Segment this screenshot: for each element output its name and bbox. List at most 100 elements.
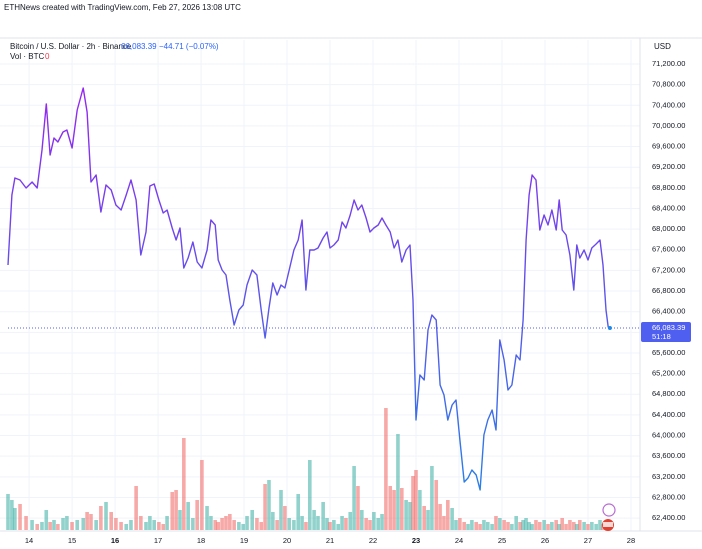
volume-bar — [575, 524, 579, 530]
volume-bar — [232, 520, 236, 530]
y-tick-label: 68,400.00 — [652, 203, 685, 212]
y-tick-label: 68,000.00 — [652, 224, 685, 233]
volume-bar — [454, 520, 458, 530]
volume-bar — [426, 510, 430, 530]
volume-bar — [530, 524, 534, 530]
volume-bar — [360, 510, 364, 530]
y-tick-label: 62,800.00 — [652, 492, 685, 501]
x-tick-label: 25 — [498, 536, 506, 545]
volume-bar — [564, 524, 568, 530]
volume-bar — [518, 522, 522, 530]
volume-bar — [404, 500, 408, 530]
volume-bar — [396, 434, 400, 530]
volume-bar — [340, 516, 344, 530]
volume-bar — [430, 466, 434, 530]
volume-bar — [557, 524, 561, 530]
volume-bar — [418, 490, 422, 530]
volume-bar — [462, 522, 466, 530]
y-tick-label: 62,400.00 — [652, 513, 685, 522]
icon — [602, 503, 616, 517]
volume-bar — [195, 500, 199, 530]
volume-bar — [161, 524, 166, 530]
volume-bar — [408, 502, 412, 530]
volume-bar — [259, 522, 264, 530]
x-tick-label: 22 — [369, 536, 377, 545]
volume-bar — [502, 520, 506, 530]
price-pane — [7, 87, 640, 491]
volume-bar — [524, 518, 528, 530]
x-tick-label: 18 — [197, 536, 205, 545]
y-tick-label: 63,200.00 — [652, 472, 685, 481]
x-tick-label: 26 — [541, 536, 549, 545]
volume-bar — [228, 514, 232, 530]
volume-bar — [245, 516, 249, 530]
volume-bar — [30, 520, 34, 530]
volume-bar — [205, 506, 209, 530]
volume-bar — [450, 508, 454, 530]
y-tick-label: 66,400.00 — [652, 307, 685, 316]
volume-bar — [148, 516, 152, 530]
volume-bar — [144, 522, 148, 530]
volume-bar — [75, 520, 80, 530]
volume-bar — [209, 516, 213, 530]
volume-bar — [255, 518, 259, 530]
volume-bar — [554, 520, 558, 530]
x-tick-label: 23 — [412, 536, 420, 545]
volume-bar — [312, 510, 316, 530]
volume-bar — [283, 506, 287, 530]
volume-bar — [384, 408, 388, 530]
volume-bar — [157, 522, 161, 530]
y-tick-label: 63,600.00 — [652, 451, 685, 460]
volume-bar — [237, 522, 241, 530]
volume-bar — [65, 516, 69, 530]
volume-bar — [470, 520, 474, 530]
y-tick-label: 65,600.00 — [652, 348, 685, 357]
y-tick-label: 70,800.00 — [652, 80, 685, 89]
grid — [0, 40, 640, 531]
y-tick-label: 64,800.00 — [652, 389, 685, 398]
volume-bar — [490, 524, 494, 530]
y-tick-label: 66,800.00 — [652, 286, 685, 295]
volume-bar — [304, 522, 308, 530]
y-tick-label: 69,600.00 — [652, 142, 685, 151]
volume-bar — [482, 520, 486, 530]
legend-title: Bitcoin / U.S. Dollar · 2h · Binance — [10, 42, 132, 51]
y-tick-label: 70,400.00 — [652, 100, 685, 109]
volume-bar — [352, 466, 356, 530]
volume-bar — [438, 504, 442, 530]
volume-bar — [560, 518, 564, 530]
volume-bar — [458, 518, 462, 530]
volume-bar — [81, 518, 86, 530]
volume-bar — [414, 470, 418, 530]
volume-bar — [40, 522, 44, 530]
volume-bar — [178, 510, 182, 530]
y-tick-label: 64,400.00 — [652, 410, 685, 419]
x-tick-label: 19 — [240, 536, 248, 545]
volume-bar — [44, 510, 49, 530]
volume-bar — [119, 522, 123, 530]
last-point — [607, 326, 612, 331]
volume-pane — [6, 408, 612, 530]
x-tick-label: 27 — [584, 536, 592, 545]
volume-bar — [546, 524, 550, 530]
x-tick-label: 14 — [25, 536, 33, 545]
volume-bar — [61, 518, 65, 530]
volume-bar — [170, 492, 175, 530]
volume-bar — [24, 516, 28, 530]
volume-bar — [18, 504, 22, 530]
volume-bar — [94, 520, 98, 530]
currency: USD — [654, 42, 671, 51]
volume-bar — [250, 510, 255, 530]
volume-bar — [70, 522, 74, 530]
volume-bar — [186, 502, 190, 530]
volume-title: Vol · BTC — [10, 52, 44, 61]
legend-price: 66,083.39 — [121, 42, 157, 51]
volume-bar — [400, 488, 404, 530]
volume-bar — [104, 502, 108, 530]
x-tick-label: 17 — [154, 536, 162, 545]
volume-bar — [498, 518, 502, 530]
volume-bar — [392, 490, 396, 530]
volume-bar — [578, 520, 582, 530]
volume-bar — [586, 524, 590, 530]
